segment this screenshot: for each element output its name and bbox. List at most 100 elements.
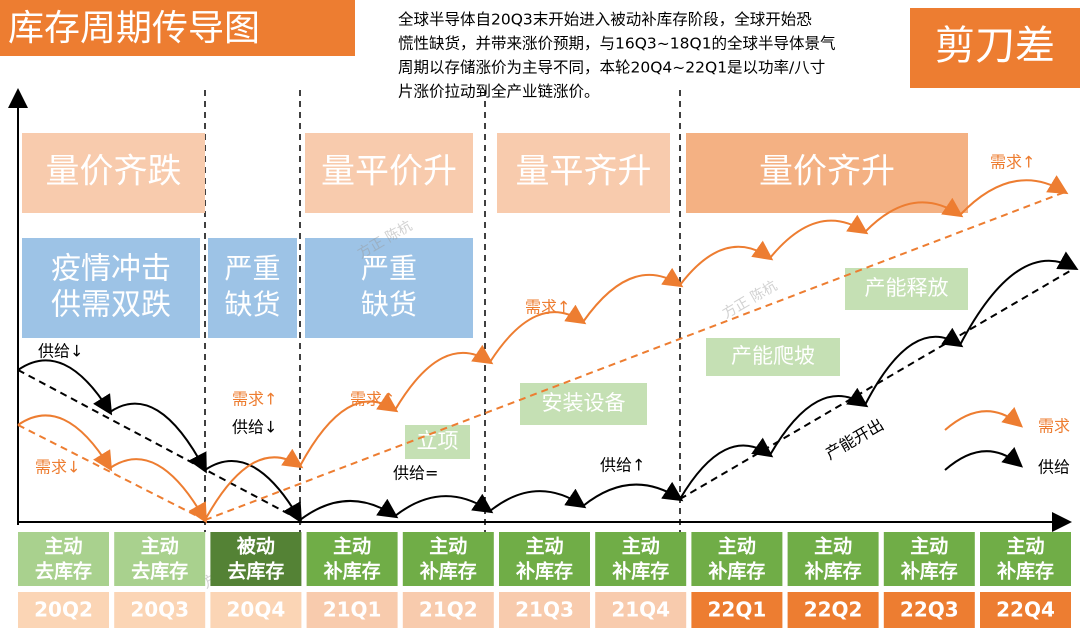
supply-arc [17, 359, 113, 416]
state-label: 去库存 [35, 560, 92, 583]
demand-arc [109, 458, 207, 524]
state-box [980, 532, 1071, 586]
supply-arc [959, 251, 1079, 346]
quarter-label: 22Q3 [900, 598, 959, 622]
demand-arc [959, 175, 1069, 216]
state-label: 主动 [622, 536, 660, 558]
demand-trend [204, 191, 1066, 521]
state-box [499, 532, 590, 586]
quarter-label: 21Q4 [611, 598, 670, 622]
event-label: 疫情冲击 [51, 252, 171, 287]
state-label: 补库存 [901, 560, 958, 583]
event-label: 缺货 [361, 288, 417, 321]
supply-arc [299, 498, 399, 521]
supply-arc [679, 437, 774, 500]
milestone-box [845, 268, 968, 310]
curve-label: 供给= [393, 464, 438, 483]
state-box [114, 532, 206, 586]
demand-arc [17, 414, 113, 472]
description-line: 慌性缺货，并带来涨价预期，与16Q3~18Q1的全球半导体景气 [398, 35, 836, 53]
supply-arc [489, 488, 587, 512]
description-line: 全球半导体自20Q3末开始进入被动补库存阶段，全球开始恐 [398, 11, 812, 29]
event-box [22, 238, 200, 338]
curve-label: 供给↓ [232, 418, 277, 437]
milestone-box [706, 338, 840, 376]
state-label: 主动 [141, 536, 179, 558]
demand-trend [17, 424, 206, 521]
state-label: 补库存 [324, 560, 381, 583]
legend-label: 需求 [1038, 417, 1070, 436]
state-label: 去库存 [131, 560, 188, 583]
quarter-label: 21Q3 [515, 598, 574, 622]
quarter-box [210, 592, 302, 628]
demand-arc [394, 344, 494, 411]
quarter-box [980, 592, 1071, 628]
quarter-box [499, 592, 590, 628]
state-label: 主动 [44, 536, 82, 558]
quarter-box [18, 592, 109, 628]
state-label: 补库存 [805, 560, 862, 583]
milestone-box [405, 425, 470, 459]
curve-label: 需求↑ [232, 390, 277, 409]
phase-box [305, 133, 473, 213]
state-label: 主动 [814, 536, 852, 558]
quarter-box [114, 592, 206, 628]
event-label: 严重 [361, 252, 417, 285]
supply-arc [769, 387, 869, 456]
quarter-label: 20Q2 [34, 598, 93, 622]
state-label: 主动 [429, 536, 467, 558]
state-box [210, 532, 302, 586]
badge: 剪刀差 [935, 23, 1055, 69]
title-box [0, 0, 355, 56]
event-label: 缺货 [224, 288, 280, 321]
state-box [787, 532, 879, 586]
state-box [883, 532, 975, 586]
state-label: 补库存 [997, 560, 1054, 583]
quarter-label: 22Q1 [708, 598, 767, 622]
capacity-label: 产能开出 [822, 415, 887, 463]
state-label: 补库存 [612, 560, 669, 583]
quarter-label: 22Q4 [996, 598, 1055, 622]
supply-arc [109, 402, 207, 474]
phase-label: 量平齐升 [516, 152, 652, 192]
quarter-label: 21Q1 [323, 598, 382, 622]
state-label: 主动 [718, 536, 756, 558]
state-box [18, 532, 109, 586]
demand-arc [489, 304, 587, 363]
state-label: 去库存 [227, 560, 284, 583]
curve-label: 需求↑ [990, 153, 1035, 172]
quarter-box [402, 592, 494, 628]
quarter-label: 21Q2 [419, 598, 478, 622]
state-label: 被动 [237, 535, 275, 558]
quarter-box [691, 592, 783, 628]
badge-box [910, 8, 1080, 88]
state-label: 主动 [910, 536, 948, 558]
curve-label: 需求↓ [35, 458, 80, 477]
phase-label: 量价齐升 [759, 152, 895, 192]
supply-trend [17, 369, 301, 521]
supply-arc [582, 481, 684, 507]
quarter-box [787, 592, 879, 628]
phase-label: 量价齐跌 [46, 152, 182, 192]
quarter-box [306, 592, 398, 628]
state-box [306, 532, 398, 586]
state-label: 补库存 [420, 560, 477, 583]
demand-arc [299, 392, 399, 467]
title: 库存周期传导图 [8, 8, 260, 49]
demand-arc [864, 197, 964, 233]
milestone-label: 安装设备 [542, 391, 626, 415]
phase-label: 量平价升 [321, 152, 457, 192]
demand-arc [582, 267, 684, 323]
curve-label: 需求↑ [350, 390, 395, 409]
legend-supply-arc [944, 446, 1024, 471]
state-box [691, 532, 783, 586]
state-label: 主动 [1006, 536, 1044, 558]
phase-box [22, 133, 205, 213]
quarter-box [595, 592, 687, 628]
quarter-label: 20Q4 [227, 598, 286, 622]
milestone-label: 立项 [417, 429, 459, 453]
description-line: 片涨价拉动到全产业链涨价。 [398, 83, 600, 101]
curve-label: 需求↑ [525, 298, 570, 317]
supply-arc [864, 327, 964, 406]
legend-demand-arc [944, 406, 1024, 431]
